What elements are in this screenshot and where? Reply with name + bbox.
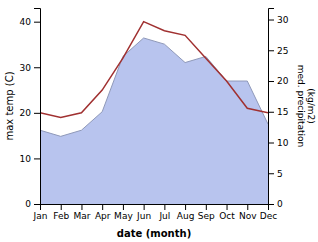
tick-mark <box>144 204 145 210</box>
tick-mark <box>268 20 274 21</box>
tick-mark <box>34 204 40 205</box>
tick-mark <box>206 204 207 210</box>
axis-line <box>41 205 269 211</box>
y2-axis-title: med. precipitation(kg/m2) <box>296 65 316 147</box>
tick-mark <box>268 173 274 174</box>
tick-mark <box>34 113 40 114</box>
tick-mark <box>268 50 274 51</box>
x-axis: Jan Feb Mar AprMayJun Jul AugSep Oct NovDec <box>33 204 278 221</box>
tick: 40 <box>20 17 40 27</box>
tick: Apr <box>95 204 111 221</box>
y2-axis-title-line: (kg/m2) <box>306 88 316 123</box>
tick-label: Dec <box>260 211 277 221</box>
tick-label: 0 <box>277 199 283 209</box>
tick-label: Mar <box>73 211 90 221</box>
tick-mark <box>123 204 124 210</box>
tick: Oct <box>219 204 235 221</box>
tick: Jan <box>33 204 48 221</box>
tick-label: Feb <box>53 211 69 221</box>
tick-label: 30 <box>277 15 289 25</box>
tick-mark <box>34 22 40 23</box>
tick: Nov <box>239 204 257 221</box>
tick: 0 <box>25 199 40 209</box>
tick: 10 <box>268 138 289 148</box>
tick-label: May <box>114 211 133 221</box>
tick-mark <box>102 204 103 210</box>
tick-label: Nov <box>239 211 257 221</box>
tick-label: 10 <box>20 154 32 164</box>
tick-label: Jul <box>158 211 170 221</box>
tick-label: 0 <box>25 199 31 209</box>
axis-line <box>269 9 275 205</box>
line <box>40 22 268 118</box>
axis-line <box>34 9 41 205</box>
tick-mark <box>227 204 228 210</box>
tick-label: Aug <box>177 211 195 221</box>
area-line <box>40 38 268 136</box>
tick: 5 <box>268 169 283 179</box>
tick-label: Jun <box>136 211 151 221</box>
tick: 30 <box>268 15 289 25</box>
tick: Sep <box>198 204 215 221</box>
tick-label: Oct <box>219 211 235 221</box>
tick-mark <box>268 204 274 205</box>
area <box>40 38 268 204</box>
tick: Jun <box>136 204 151 221</box>
tick-mark <box>247 204 248 210</box>
tick: Aug <box>177 204 195 221</box>
tick-mark <box>81 204 82 210</box>
tick: 0 <box>268 199 283 209</box>
tick: 25 <box>268 46 288 56</box>
tick-label: Jan <box>33 211 48 221</box>
tick: 30 <box>20 63 40 73</box>
tick-label: 25 <box>277 46 288 56</box>
x-axis-title: date (month) <box>117 228 191 239</box>
tick: Dec <box>260 204 277 221</box>
tick: Feb <box>53 204 69 221</box>
tick-label: 20 <box>277 76 289 86</box>
y2-axis: 0 5 10 15 20 25 30 <box>268 9 289 210</box>
tick-label: 30 <box>20 63 32 73</box>
marks <box>40 22 268 204</box>
tick-mark <box>268 143 274 144</box>
y-axis: 0 10 20 30 40 <box>20 9 41 210</box>
tick: Mar <box>73 204 90 221</box>
tick-label: 20 <box>20 108 32 118</box>
tick-mark <box>268 112 274 113</box>
y-axis-title: max temp (C) <box>4 71 15 140</box>
tick: May <box>114 204 133 221</box>
tick-mark <box>268 81 274 82</box>
tick-mark <box>185 204 186 210</box>
tick-mark <box>164 204 165 210</box>
chart: JanFebMarAprMayJunJulAugSepOctNovDec0102… <box>0 0 318 242</box>
tick-label: 5 <box>277 169 283 179</box>
tick-label: Apr <box>95 211 111 221</box>
tick-label: 40 <box>20 17 32 27</box>
tick-mark <box>34 67 40 68</box>
plot: JanFebMarAprMayJunJulAugSepOctNovDec0102… <box>4 9 316 240</box>
tick: 20 <box>20 108 40 118</box>
tick: 20 <box>268 76 289 86</box>
y2-axis-title-line: med. precipitation <box>296 65 306 147</box>
tick: 15 <box>268 107 288 117</box>
tick-label: Sep <box>198 211 215 221</box>
tick: 10 <box>20 154 40 164</box>
tick: Jul <box>158 204 170 221</box>
tick-mark <box>61 204 62 210</box>
tick-label: 15 <box>277 107 288 117</box>
tick-mark <box>34 158 40 159</box>
tick-label: 10 <box>277 138 289 148</box>
